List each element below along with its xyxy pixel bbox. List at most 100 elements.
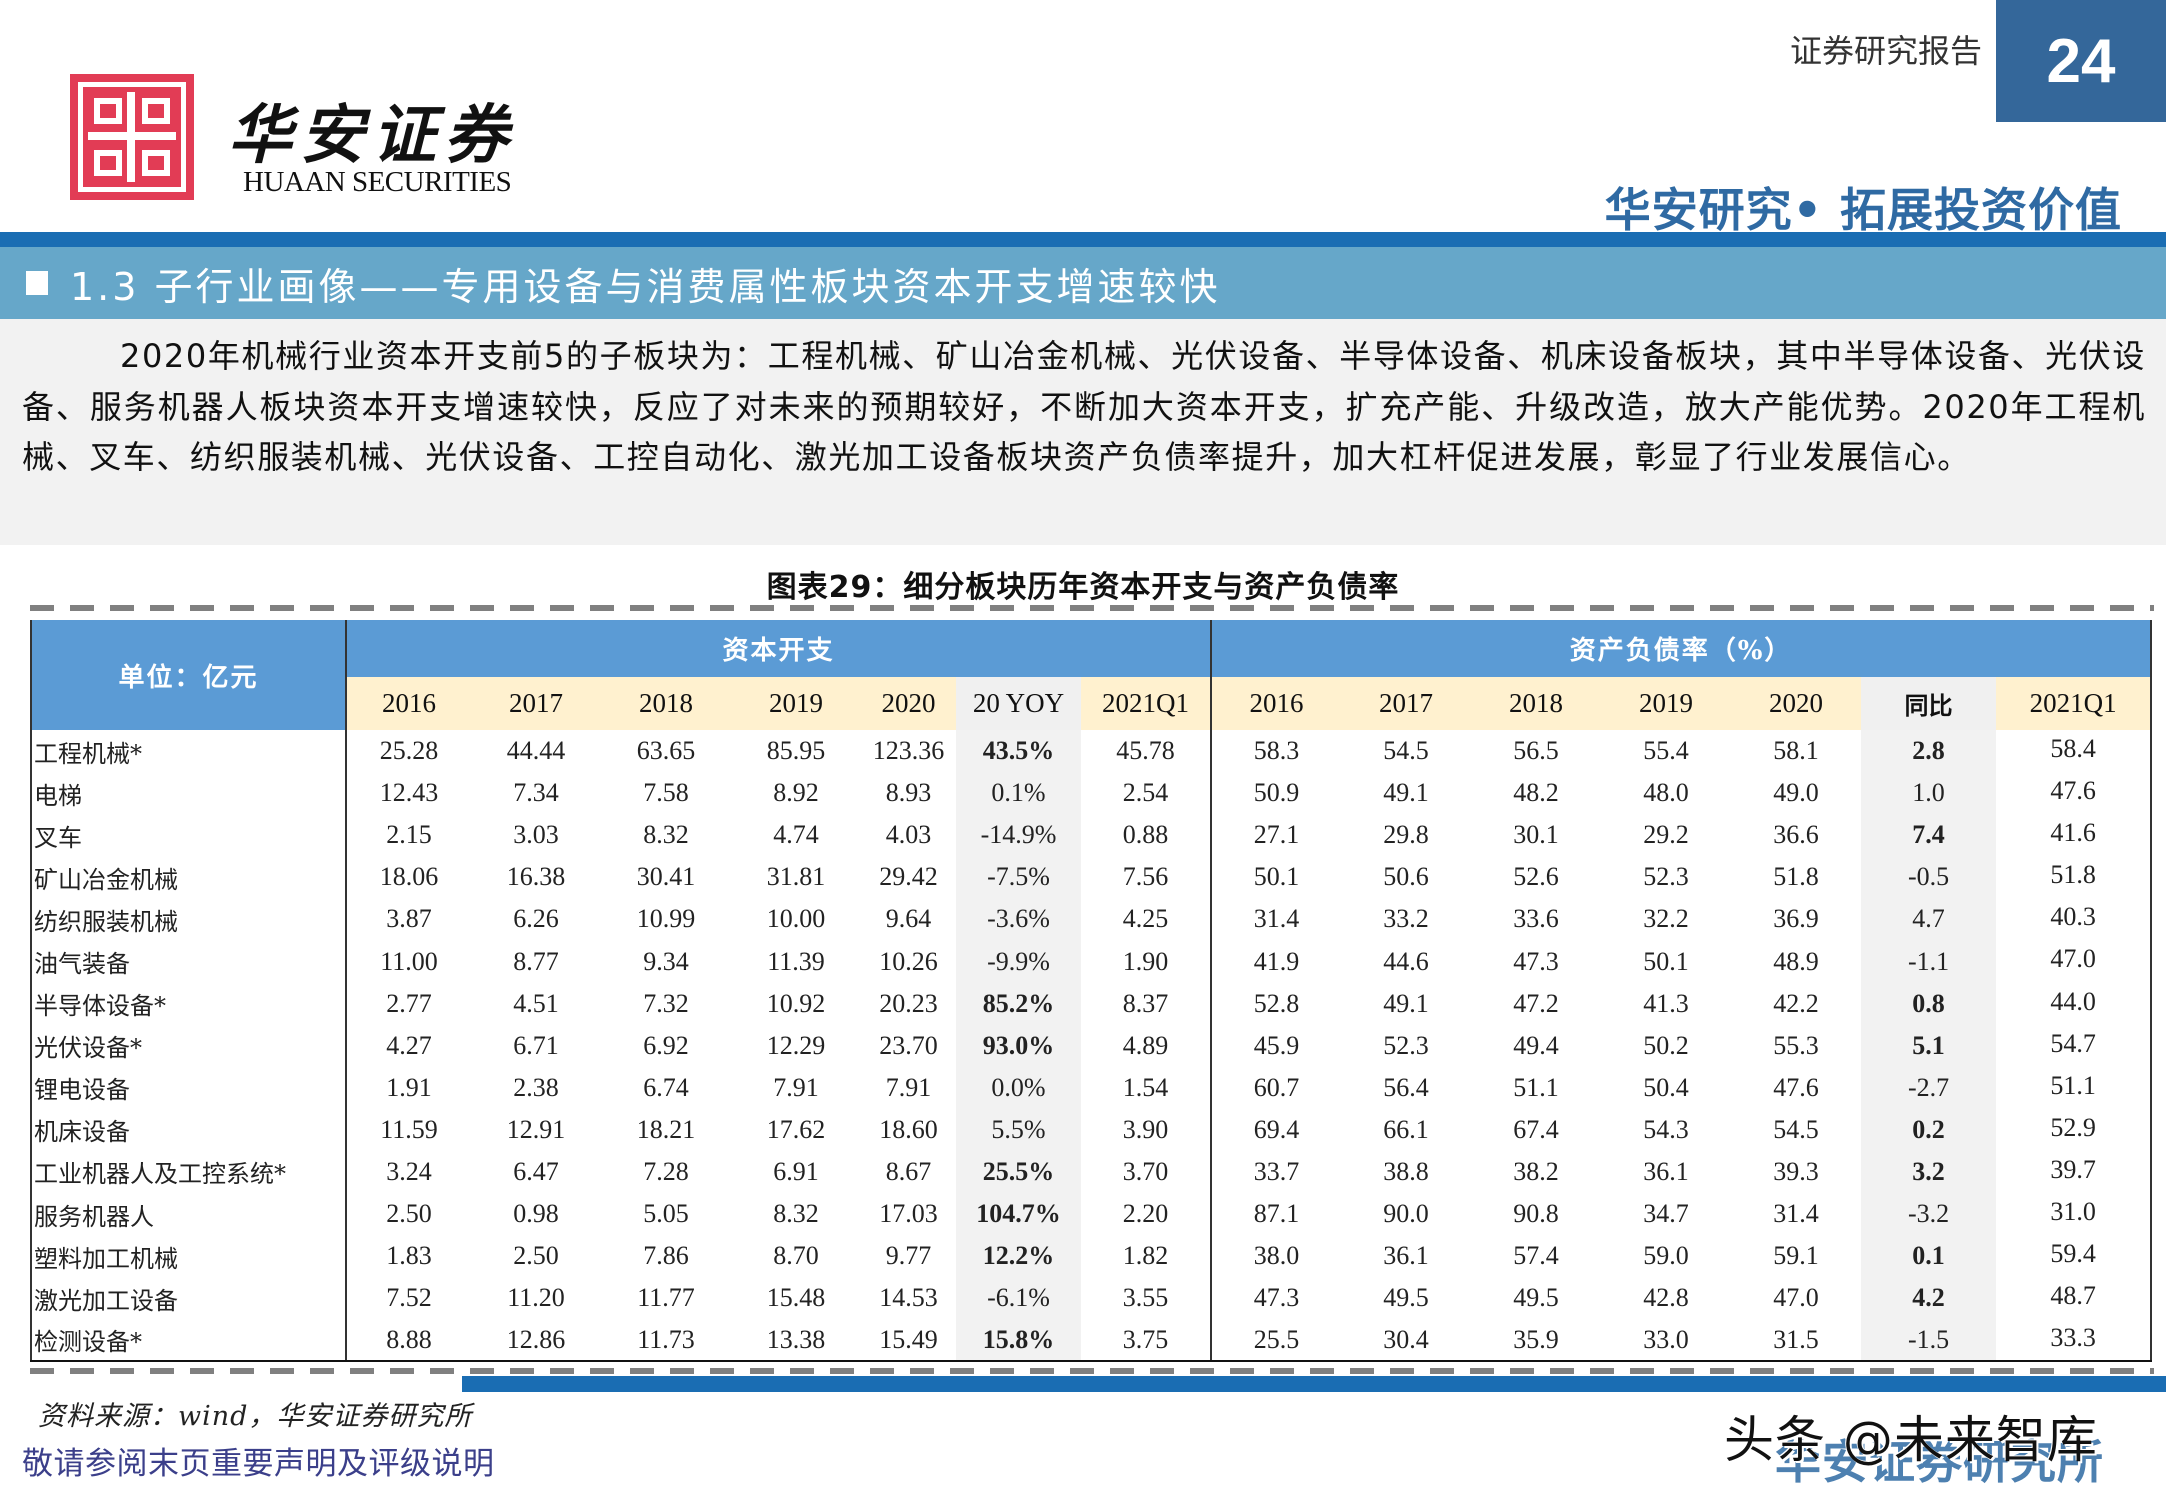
debt-ratio-cell: 58.1 xyxy=(1773,736,1819,766)
debt-ratio-cell: 90.0 xyxy=(1383,1199,1429,1229)
capex-cell: 7.56 xyxy=(1122,862,1169,892)
debt-ratio-cell: 31.0 xyxy=(1996,1193,2153,1236)
debt-yoy-cell: -2.7 xyxy=(1861,1066,1997,1109)
debt-ratio-cell: 47.2 xyxy=(1513,988,1559,1018)
debt-ratio-cell: 33.3 xyxy=(1996,1319,2153,1363)
debt-ratio-cell: 51.1 xyxy=(1996,1066,2153,1109)
capex-cell: 8.37 xyxy=(1122,988,1169,1018)
debt-ratio-cell: 52.8 xyxy=(1210,982,1342,1025)
debt-col-header: 2020 xyxy=(1731,677,1862,730)
capex-yoy-cell: 12.2% xyxy=(956,1235,1081,1278)
debt-ratio-cell: 25.5 xyxy=(1210,1319,1342,1363)
debt-ratio-cell: 42.2 xyxy=(1773,988,1819,1018)
debt-ratio-cell: 50.1 xyxy=(1210,856,1342,899)
capex-cell: 16.38 xyxy=(506,862,566,892)
row-label: 矿山冶金机械 xyxy=(30,856,347,899)
capex-cell: 15.49 xyxy=(861,1319,956,1363)
debt-yoy-cell: 4.7 xyxy=(1861,898,1997,941)
debt-ratio-cell: 33.7 xyxy=(1210,1150,1342,1194)
debt-ratio-cell: 50.4 xyxy=(1643,1072,1689,1102)
disclaimer-link[interactable]: 敬请参阅末页重要声明及评级说明 xyxy=(22,1446,495,1482)
debt-ratio-cell: 27.1 xyxy=(1210,814,1342,857)
capex-cell: 9.34 xyxy=(643,946,689,976)
table-row: 检测设备* 8.88 12.86 11.73 13.38 15.49 15.8% 3.75 25… xyxy=(30,1319,2153,1363)
capex-cell: 15.48 xyxy=(766,1283,826,1313)
debt-ratio-cell: 47.3 xyxy=(1210,1277,1342,1320)
debt-ratio-cell: 49.0 xyxy=(1773,778,1819,808)
capex-cell: 2.50 xyxy=(386,1199,432,1229)
capex-cell: 8.70 xyxy=(773,1241,819,1271)
capex-yoy-cell: -7.5% xyxy=(956,856,1081,899)
capex-cell: 4.51 xyxy=(513,988,559,1018)
capex-yoy-cell: -3.6% xyxy=(956,898,1081,941)
debt-ratio-cell: 56.4 xyxy=(1383,1072,1429,1102)
capex-cell: 12.91 xyxy=(506,1114,566,1144)
capex-cell: 12.86 xyxy=(471,1319,601,1363)
capex-cell: 11.59 xyxy=(380,1114,438,1144)
debt-ratio-cell: 35.9 xyxy=(1471,1319,1602,1363)
table-row: 机床设备 11.59 12.91 18.21 17.62 18.60 5.5% 3.90 69.… xyxy=(30,1108,2153,1151)
capex-yoy-cell: -6.1% xyxy=(956,1277,1081,1320)
capex-cell: 8.77 xyxy=(513,946,559,976)
table-row: 矿山冶金机械 18.06 16.38 30.41 31.81 29.42 -7.5% 7.56… xyxy=(30,856,2153,899)
capex-cell: 4.25 xyxy=(1122,904,1169,934)
capex-cell: 3.70 xyxy=(1122,1156,1169,1186)
capex-cell: 25.28 xyxy=(379,736,439,766)
debt-ratio-cell: 57.4 xyxy=(1513,1241,1559,1271)
debt-ratio-cell: 30.1 xyxy=(1513,820,1559,850)
debt-col-header: 2018 xyxy=(1471,677,1602,730)
capex-cell: 8.88 xyxy=(346,1319,471,1363)
debt-ratio-cell: 52.3 xyxy=(1643,862,1689,892)
debt-yoy-cell: 0.8 xyxy=(1861,982,1997,1025)
debt-ratio-cell: 36.1 xyxy=(1643,1156,1689,1186)
section-header: 1.3 子行业画像——专用设备与消费属性板块资本开支增速较快 xyxy=(0,247,2166,319)
table-row: 工业机器人及工控系统* 3.24 6.47 7.28 6.91 8.67 25.5% 3.70… xyxy=(30,1150,2153,1194)
debt-ratio-cell: 52.9 xyxy=(1996,1108,2153,1151)
capex-cell: 10.99 xyxy=(636,904,696,934)
capex-yoy-cell: 43.5% xyxy=(956,730,1081,773)
data-source-note: 资料来源：wind，华安证券研究所 xyxy=(38,1401,473,1432)
capex-cell: 5.05 xyxy=(643,1199,689,1229)
debt-ratio-cell: 42.8 xyxy=(1643,1283,1689,1313)
capex-cell: 17.03 xyxy=(879,1199,938,1229)
figure-title: 图表29：细分板块历年资本开支与资产负债率 xyxy=(766,570,1400,605)
dashed-divider-bottom xyxy=(30,1368,2154,1374)
capex-cell: 6.74 xyxy=(643,1072,689,1102)
table-row: 工程机械* 25.28 44.44 63.65 85.95 123.36 43.5% 45.7… xyxy=(30,730,2153,773)
capex-cell: 30.41 xyxy=(636,862,696,892)
row-label: 工业机器人及工控系统* xyxy=(30,1150,347,1194)
capex-cell: 18.21 xyxy=(636,1114,696,1144)
debt-ratio-cell: 59.4 xyxy=(1996,1235,2153,1278)
page-number: 24 xyxy=(1996,0,2166,122)
debt-ratio-cell: 47.6 xyxy=(1773,1072,1819,1102)
debt-ratio-cell: 47.0 xyxy=(1773,1283,1819,1313)
debt-yoy-cell: 1.0 xyxy=(1861,772,1997,815)
debt-yoy-cell: 4.2 xyxy=(1861,1277,1997,1320)
capex-cell: 2.50 xyxy=(513,1241,559,1271)
capex-cell: 8.67 xyxy=(885,1156,932,1186)
debt-ratio-cell: 67.4 xyxy=(1513,1114,1559,1144)
capex-cell: 0.88 xyxy=(1122,820,1169,850)
debt-ratio-cell: 54.5 xyxy=(1773,1114,1819,1144)
debt-ratio-cell: 51.8 xyxy=(1996,856,2153,899)
capex-cell: 2.20 xyxy=(1122,1199,1169,1229)
debt-yoy-cell: -3.2 xyxy=(1861,1193,1997,1236)
debt-ratio-cell: 54.3 xyxy=(1643,1114,1689,1144)
debt-ratio-cell: 69.4 xyxy=(1210,1108,1342,1151)
debt-ratio-cell: 36.9 xyxy=(1773,904,1819,934)
row-label: 锂电设备 xyxy=(30,1066,347,1109)
debt-yoy-cell: 5.1 xyxy=(1861,1024,1997,1067)
capex-cell: 6.92 xyxy=(643,1030,689,1060)
debt-col-header: 2019 xyxy=(1601,677,1732,730)
capex-debt-table: 单位：亿元 资本开支 资产负债率（%） 2016 2017 2018 2019 2020… xyxy=(30,620,2153,1363)
logo-chinese-name: 华安证券 xyxy=(228,98,516,173)
capex-cell: 1.54 xyxy=(1122,1072,1169,1102)
capex-cell: 45.78 xyxy=(1116,736,1175,766)
debt-yoy-cell: -0.5 xyxy=(1861,856,1997,899)
capex-cell: 10.92 xyxy=(766,988,826,1018)
debt-col-header: 2021Q1 xyxy=(1996,677,2153,730)
debt-ratio-cell: 31.4 xyxy=(1210,898,1342,941)
capex-cell: 10.26 xyxy=(879,946,938,976)
debt-ratio-cell: 32.2 xyxy=(1643,904,1689,934)
debt-col-header: 2017 xyxy=(1341,677,1472,730)
